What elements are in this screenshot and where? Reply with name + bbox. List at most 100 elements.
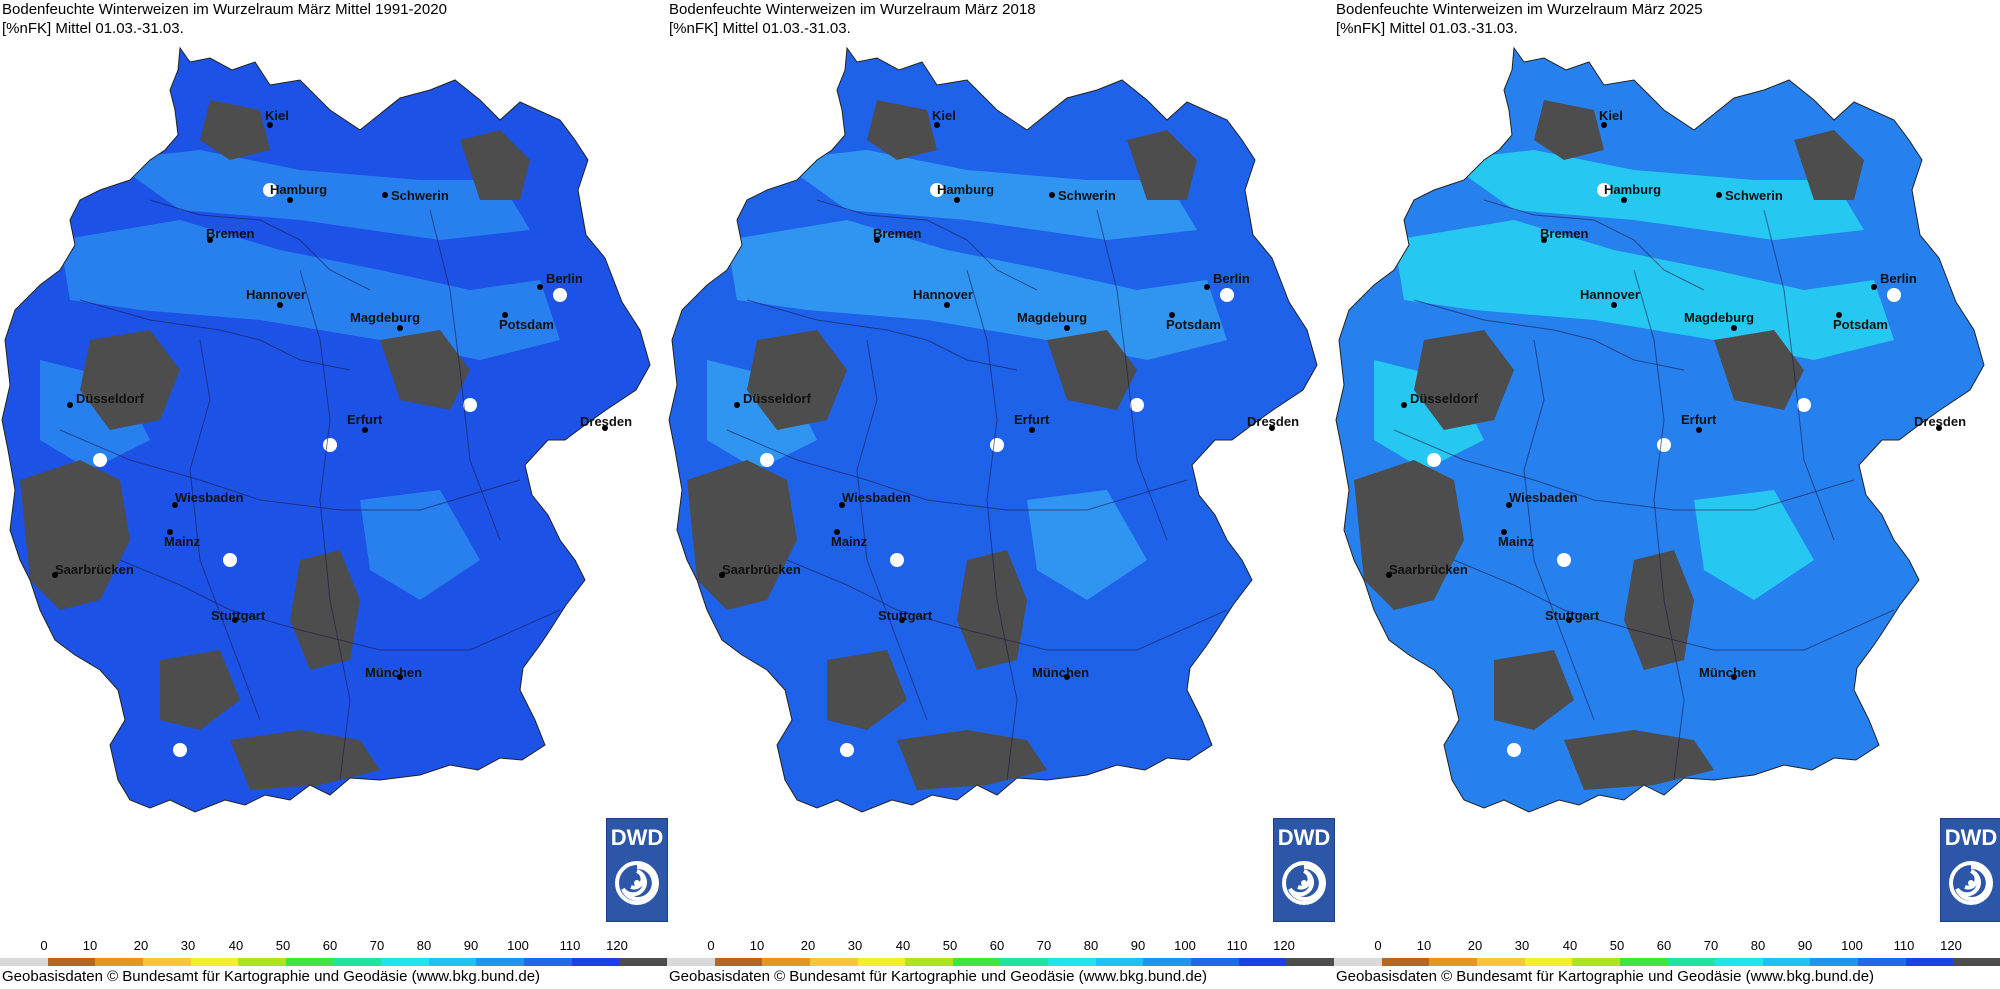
map-title-line2: [%nFK] Mittel 01.03.-31.03. [1336, 20, 1518, 37]
city-label: Saarbrücken [1389, 562, 1468, 577]
color-legend-bar [1334, 958, 2000, 966]
legend-tick: 50 [942, 938, 958, 953]
legend-tick: 70 [1703, 938, 1719, 953]
legend-tick: 40 [1562, 938, 1578, 953]
city-marker [1601, 122, 1607, 128]
legend-swatch [1619, 958, 1668, 966]
saturated-region [1564, 730, 1714, 790]
no-data-area [1557, 553, 1571, 567]
dwd-logo: DWD [1273, 818, 1335, 922]
city-label: Erfurt [1014, 412, 1050, 427]
city-marker [502, 312, 508, 318]
no-data-area [1220, 288, 1234, 302]
city-label: Magdeburg [350, 310, 420, 325]
legend-swatch [952, 958, 1001, 966]
city-marker [172, 502, 178, 508]
legend-tick-labels: 0 10 20 30 40 50 60 70 80 90 100 110 120 [1334, 938, 2000, 954]
state-border [1413, 299, 1685, 371]
no-data-area [1280, 428, 1294, 442]
legend-swatch [1715, 958, 1763, 966]
state-border [786, 559, 1228, 651]
city-label: Dresden [1914, 414, 1966, 429]
legend-tick: 60 [1656, 938, 1672, 953]
map-title: Bodenfeuchte Winterweizen im Wurzelraum … [1336, 0, 1703, 38]
dwd-logo: DWD [1940, 818, 2000, 922]
city-marker [719, 572, 725, 578]
legend-swatch [1429, 958, 1477, 966]
city-label: München [1699, 665, 1756, 680]
city-marker [899, 617, 905, 623]
city-label: Stuttgart [1545, 608, 1600, 623]
no-data-area [223, 553, 237, 567]
legend-tick: 100 [507, 938, 529, 953]
legend-tick: 30 [847, 938, 863, 953]
legend-swatch [1334, 958, 1382, 966]
city-label: Magdeburg [1684, 310, 1754, 325]
saturated-region [687, 460, 797, 610]
city-label: Wiesbaden [842, 490, 911, 505]
city-marker [267, 122, 273, 128]
state-border [1763, 209, 1835, 541]
legend-tick: 20 [133, 938, 149, 953]
soil-moisture-map: Kiel Hamburg Schwerin Bremen Berlin Potsdam Ha… [1335, 46, 1985, 813]
city-label: Stuttgart [211, 608, 266, 623]
saturated-region [1354, 460, 1464, 610]
no-data-area [173, 743, 187, 757]
city-label: Bremen [1540, 226, 1588, 241]
legend-swatch [1000, 958, 1049, 966]
city-marker [1871, 284, 1877, 290]
city-marker [1506, 502, 1512, 508]
saturated-region [1414, 330, 1514, 430]
legend-tick: 30 [1514, 938, 1530, 953]
legend-swatch [571, 958, 620, 966]
legend-tick: 50 [1609, 938, 1625, 953]
dwd-logo-text: DWD [1277, 825, 1331, 850]
legend-tick: 20 [1467, 938, 1483, 953]
city-marker [1064, 674, 1070, 680]
city-label: Schwerin [391, 188, 449, 203]
legend-tick: 0 [1374, 938, 1382, 953]
city-marker [839, 502, 845, 508]
legend-swatch [1095, 958, 1144, 966]
legend-tick: 10 [1416, 938, 1432, 953]
city-label: Erfurt [347, 412, 383, 427]
moisture-region [360, 490, 480, 600]
state-border [856, 339, 928, 721]
legend-tick: 60 [322, 938, 338, 953]
saturated-region [160, 650, 240, 730]
saturated-region [897, 730, 1047, 790]
city-label: Düsseldorf [1410, 391, 1479, 406]
city-label: Hannover [1580, 287, 1640, 302]
no-data-area [760, 453, 774, 467]
legend-swatch [1143, 958, 1192, 966]
state-border [429, 209, 501, 541]
saturated-region [290, 550, 360, 670]
city-marker [944, 302, 950, 308]
city-label: Berlin [546, 271, 583, 286]
saturated-region [1624, 550, 1694, 670]
no-data-area [1507, 743, 1521, 757]
city-marker [207, 237, 213, 243]
legend-tick: 0 [40, 938, 48, 953]
no-data-area [553, 288, 567, 302]
legend-tick: 70 [369, 938, 385, 953]
city-marker [1836, 312, 1842, 318]
city-marker [874, 237, 880, 243]
dwd-logo-text: DWD [610, 825, 664, 850]
legend-tick: 80 [1750, 938, 1766, 953]
legend-swatch [1572, 958, 1620, 966]
legend-tick: 100 [1174, 938, 1196, 953]
state-border [119, 559, 561, 651]
city-label: Wiesbaden [175, 490, 244, 505]
state-border [299, 269, 351, 781]
city-label: Erfurt [1681, 412, 1717, 427]
saturated-region [380, 330, 470, 410]
legend-swatch [285, 958, 334, 966]
copyright-footer: Geobasisdaten © Bundesamt für Kartograph… [1336, 968, 1875, 985]
legend-tick: 30 [180, 938, 196, 953]
legend-tick: 120 [606, 938, 628, 953]
legend-swatch [190, 958, 239, 966]
saturated-region [1534, 100, 1604, 160]
city-marker [1401, 402, 1407, 408]
legend-swatch [1953, 958, 2000, 966]
